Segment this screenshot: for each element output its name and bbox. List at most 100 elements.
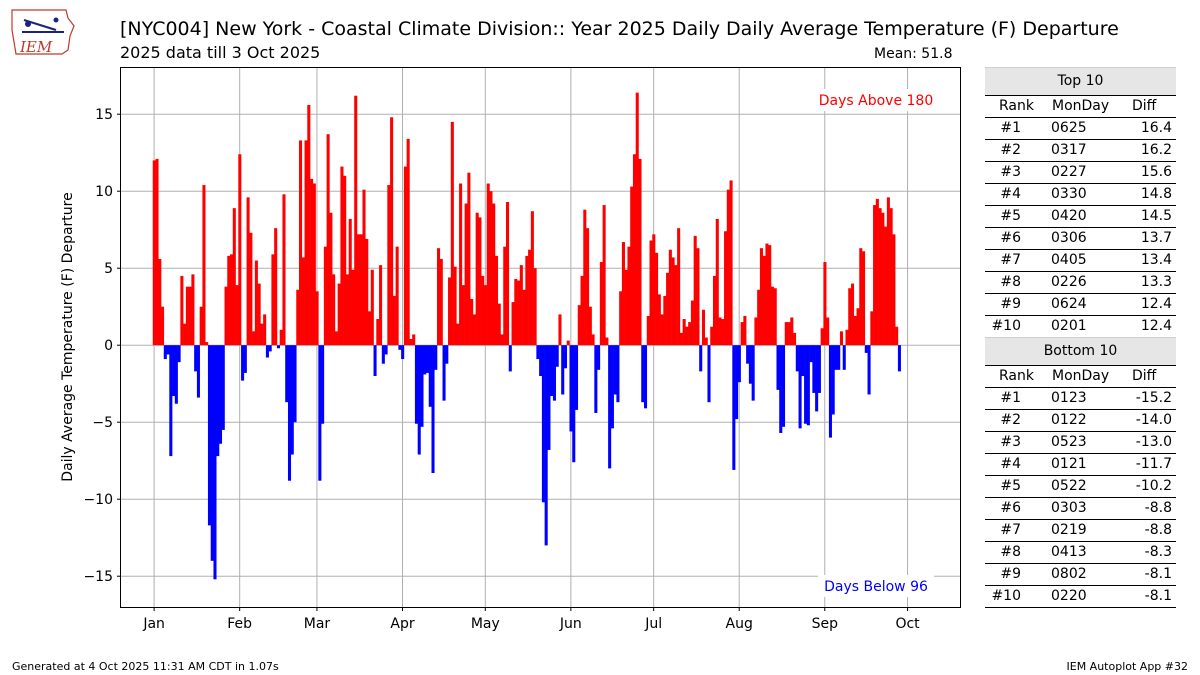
bar-above	[161, 306, 165, 346]
top10-monday-cell: 0226	[1051, 274, 1087, 290]
bar-above	[368, 311, 372, 346]
bar-below	[384, 345, 388, 355]
bar-below	[321, 345, 325, 424]
bar-above	[387, 185, 391, 346]
bar-above	[323, 246, 327, 346]
bar-above	[765, 243, 769, 346]
bar-above	[862, 251, 866, 346]
bar-above	[246, 197, 250, 346]
bar-above	[257, 283, 261, 346]
bar-below	[431, 345, 435, 474]
bar-below	[420, 345, 424, 427]
y-tick-label: 10	[95, 184, 113, 200]
bar-below	[804, 345, 808, 424]
bar-above	[522, 289, 526, 346]
top10-row: #5 0420 14.5	[985, 206, 1176, 228]
bar-above	[729, 180, 733, 346]
bar-above	[586, 228, 590, 346]
bar-above	[850, 283, 855, 346]
bar-above	[784, 322, 788, 346]
bar-below	[194, 345, 198, 372]
bar-above	[679, 332, 683, 346]
bar-above	[152, 160, 156, 346]
top10-row: #6 0306 13.7	[985, 228, 1176, 250]
bar-below	[196, 345, 200, 398]
bar-above	[759, 248, 763, 346]
bar-above	[376, 319, 380, 346]
bar-below	[563, 345, 568, 369]
bar-below	[597, 345, 601, 370]
bottom10-rank-cell: #9	[1000, 566, 1021, 582]
bar-above	[657, 294, 661, 346]
bottom10-diff-cell: -8.8	[1144, 500, 1172, 516]
bar-below	[575, 345, 579, 410]
bar-above	[461, 285, 465, 346]
bar-above	[332, 274, 336, 346]
bar-above	[348, 218, 352, 346]
bar-below	[555, 345, 559, 367]
bottom10-row: #2 0122 -14.0	[985, 410, 1176, 432]
bar-above	[334, 331, 338, 346]
bar-above	[489, 191, 493, 346]
bar-below	[539, 345, 543, 376]
bar-above	[740, 322, 744, 346]
top10-row: #1 0625 16.4	[985, 118, 1176, 140]
bar-below	[174, 345, 178, 404]
bottom10-row: #8 0413 -8.3	[985, 542, 1176, 564]
bar-above	[191, 274, 195, 346]
bar-below	[842, 345, 846, 370]
y-axis-label: Daily Average Temperature (F) Departure	[60, 192, 76, 481]
bar-above	[301, 257, 305, 346]
bottom10-row: #1 0123 -15.2	[985, 388, 1176, 410]
top10-rank-cell: #5	[1000, 208, 1021, 224]
top10-rank-cell: #6	[1000, 230, 1021, 246]
top10-row: #8 0226 13.3	[985, 272, 1176, 294]
above-annotation-bg	[814, 89, 939, 111]
bar-above	[724, 231, 728, 346]
y-tick-label: −15	[83, 569, 113, 585]
bar-above	[826, 317, 830, 346]
departure-chart: −15 −10 −5 0 5 10 15 Jan Feb Mar Apr May Jun Jul Aug Se…	[60, 67, 961, 632]
bottom10-rank-cell: #7	[1000, 522, 1021, 538]
bottom10-row: #3 0523 -13.0	[985, 432, 1176, 454]
top10-row: #7 0405 13.4	[985, 250, 1176, 272]
bar-above	[492, 203, 496, 346]
bar-below	[746, 345, 750, 364]
bar-above	[158, 258, 162, 346]
bottom10-diff-cell: -8.3	[1144, 544, 1172, 560]
bar-above	[456, 323, 460, 346]
bar-above	[655, 252, 659, 346]
bar-above	[660, 314, 664, 346]
bar-above	[467, 172, 471, 346]
bottom10-row: #7 0219 -8.8	[985, 520, 1176, 542]
bar-above	[307, 104, 311, 346]
bar-below	[707, 345, 711, 403]
bar-above	[533, 268, 537, 346]
bar-above	[340, 166, 344, 346]
top10-header-row: Rank MonDay Diff	[985, 96, 1176, 118]
top10-row: #10 0201 12.4	[985, 316, 1176, 338]
bar-above	[503, 246, 507, 346]
bottom10-diff-cell: -15.2	[1135, 390, 1172, 406]
bottom10-rank-cell: #1	[1000, 390, 1021, 406]
bar-above	[886, 197, 890, 346]
bar-above	[704, 337, 708, 346]
bar-above	[263, 314, 267, 346]
bar-above	[299, 140, 303, 346]
bottom10-diff-cell: -14.0	[1135, 412, 1172, 428]
bar-above	[583, 209, 587, 346]
bottom10-monday-cell: 0122	[1051, 412, 1087, 428]
bar-above	[238, 154, 242, 346]
top10-diff-cell: 16.2	[1140, 142, 1172, 158]
bar-above	[627, 246, 631, 346]
top10-rank-cell: #4	[1000, 186, 1021, 202]
bar-above	[315, 291, 319, 346]
bar-above	[685, 326, 689, 346]
bar-below	[381, 345, 385, 364]
bar-above	[602, 205, 606, 346]
bar-above	[437, 248, 441, 346]
top10-rank-cell: #1	[1000, 120, 1021, 136]
bar-above	[185, 286, 189, 346]
iowa-map-icon: IEM	[11, 9, 75, 56]
bar-above	[202, 185, 206, 346]
